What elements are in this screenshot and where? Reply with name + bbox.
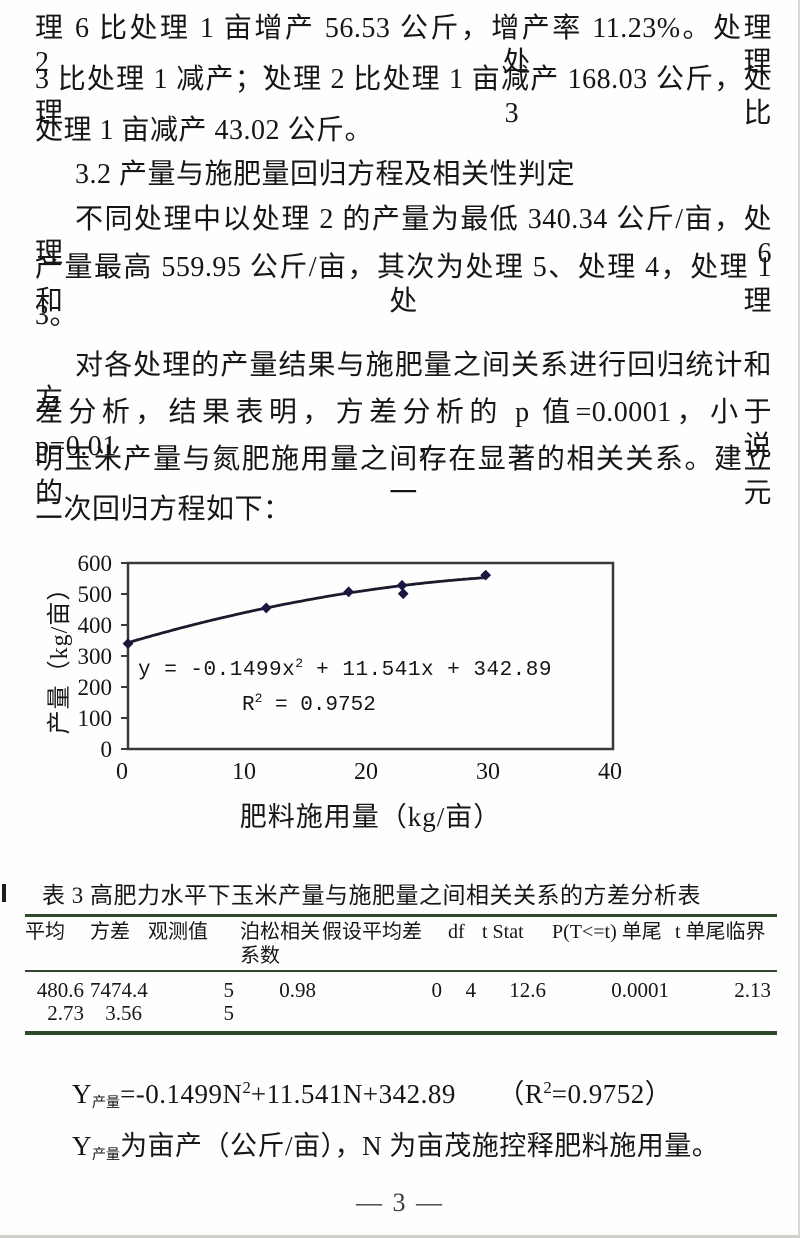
y-tick-label: 500: [77, 582, 113, 607]
page-number: — 3 —: [356, 1188, 444, 1217]
table-cell: [448, 1002, 482, 1033]
yield-fertilizer-chart: 产量（kg/亩） 600 500 400 300 200 100 0 0 10 …: [30, 551, 690, 853]
body-text-line: 二次回归方程如下：: [35, 494, 292, 525]
margin-mark: [2, 884, 6, 902]
table-cell: 2.73: [47, 1001, 84, 1025]
x-tick-label: 40: [598, 759, 622, 785]
equation-definition: Y产量为亩产（公斤/亩），N 为亩茂施控释肥料施用量。: [72, 1131, 720, 1163]
column-header: t Stat: [482, 921, 524, 943]
y-tick-label: 400: [77, 613, 113, 638]
table-header-row: 平均 方差 观测值 泊松相关系数 假设平均差 df t Stat P(T<=t)…: [25, 916, 777, 971]
scan-edge: [798, 0, 800, 1238]
body-text-line: 产量最高 559.95 公斤/亩，其次为处理 5、处理 4，处理 1 和处理: [35, 252, 772, 317]
table-cell: 4: [465, 978, 477, 1002]
y-tick-label: 300: [77, 644, 113, 669]
body-text-line: 对各处理的产量结果与施肥量之间关系进行回归统计和方: [35, 350, 772, 415]
body-text-line: 处理 1 亩减产 43.02 公斤。: [35, 115, 374, 146]
column-header: 观测值: [148, 921, 208, 943]
table-cell: 5: [223, 1001, 235, 1025]
y-tick-label: 200: [77, 675, 113, 700]
x-tick-label: 30: [476, 759, 500, 785]
x-tick-label: 0: [116, 759, 128, 785]
section-heading: 3.2 产量与施肥量回归方程及相关性判定: [75, 159, 576, 190]
table-row: 480.6 7474.4 5 0.98 0 4 12.6 0.0001 2.13: [25, 971, 777, 1002]
data-point-diamond: [397, 588, 409, 600]
table-cell: [322, 1002, 448, 1033]
body-text-line: 不同处理中以处理 2 的产量为最低 340.34 公斤/亩，处理 6: [35, 204, 772, 269]
column-header: 平均: [25, 921, 65, 943]
table-cell: 3.56: [105, 1001, 142, 1025]
y-axis-ticks: [121, 562, 128, 750]
body-text-line: 差分析，结果表明，方差分析的 p 值=0.0001，小于 p=0.01，说: [35, 397, 772, 462]
table-cell: 0.98: [279, 978, 316, 1002]
trendline-curve: [127, 576, 486, 645]
data-point-diamond: [343, 586, 355, 598]
chart-plot-svg: [121, 561, 615, 751]
table-cell: [482, 1002, 552, 1033]
data-point-diamond: [480, 569, 492, 581]
table-cell: 480.6: [36, 978, 84, 1002]
column-header: P(T<=t) 单尾: [552, 921, 662, 943]
data-points-group: [122, 569, 492, 649]
table-cell: 12.6: [509, 978, 546, 1002]
anova-table: 平均 方差 观测值 泊松相关系数 假设平均差 df t Stat P(T<=t)…: [25, 914, 777, 1035]
y-tick-label: 600: [77, 551, 113, 576]
x-tick-label: 10: [232, 759, 256, 785]
table-cell: 2.13: [734, 978, 771, 1002]
yield-equation: Y产量=-0.1499N2+11.541N+342.89 （R2=0.9752）: [72, 1078, 673, 1111]
column-header: t 单尾临界: [675, 921, 766, 943]
column-header: 泊松相关系数: [240, 921, 320, 967]
r-squared-label: R2 = 0.9752: [242, 691, 376, 717]
body-text-line: 3。: [35, 300, 79, 331]
table-cell: 7474.4: [90, 978, 148, 1002]
table-row: 2.73 3.56 5: [25, 1002, 777, 1033]
table-cell: 0.0001: [611, 978, 669, 1002]
data-point-diamond: [260, 602, 272, 614]
x-tick-label: 20: [354, 759, 378, 785]
column-header: 假设平均差: [322, 921, 422, 943]
table-caption: 表 3 高肥力水平下玉米产量与施肥量之间相关关系的方差分析表: [42, 883, 701, 908]
table-cell: [552, 1002, 675, 1033]
table-cell: [675, 1002, 777, 1033]
regression-equation-label: y = -0.1499x2 + 11.541x + 342.89: [138, 656, 552, 682]
body-text-line: 理 6 比处理 1 亩增产 56.53 公斤，增产率 11.23%。处理 2、处…: [35, 13, 772, 78]
x-axis-title: 肥料施用量（kg/亩）: [239, 802, 502, 832]
y-tick-label: 100: [77, 706, 113, 731]
body-text-line: 3 比处理 1 减产；处理 2 比处理 1 亩减产 168.03 公斤，处理 3…: [35, 64, 772, 129]
data-point-diamond: [396, 579, 408, 591]
data-point-diamond: [122, 638, 134, 649]
body-text-line: 明玉米产量与氮肥施用量之间存在显著的相关关系。建立的一元: [35, 444, 772, 509]
table-cell: 5: [223, 978, 235, 1002]
scan-edge: [0, 1235, 800, 1238]
table-cell: 0: [431, 978, 443, 1002]
y-tick-label: 0: [100, 737, 113, 762]
table-cell: [240, 1002, 322, 1033]
column-header: df: [448, 921, 465, 943]
column-header: 方差: [90, 921, 130, 943]
